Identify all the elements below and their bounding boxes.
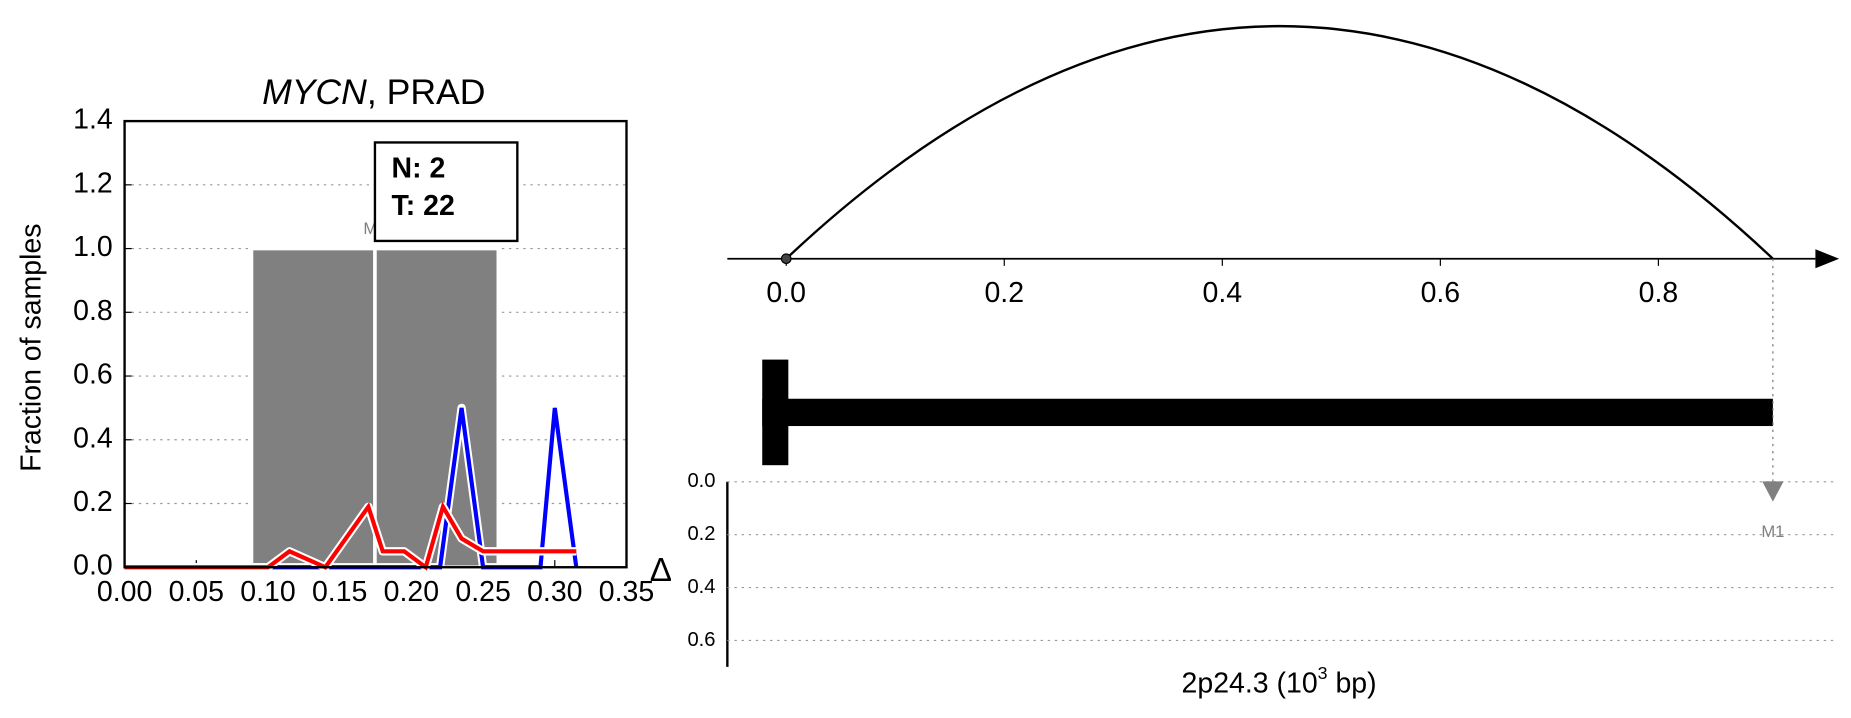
y-tick-label: 0.6 [687,629,715,651]
x-label-part: bp) [1328,667,1377,699]
y-tick-label: 0.6 [73,359,113,391]
x-tick-label: 0.05 [169,576,224,608]
delta-label: Δ [650,552,672,589]
mutation-marker [1762,481,1784,502]
y-tick-label: 0.2 [687,523,715,545]
arc-panel: 0.0 0.2 0.4 0.6 0.8 Δ 0.0 0.2 0.4 0.6 M1 2p24.3 (10… [650,24,1840,699]
annotation: N: 2 [392,152,446,184]
plot-frame [123,119,628,569]
annotation: T: 22 [392,190,455,222]
y-tick-label: 0.2 [73,486,113,518]
y-tick-label: 0.4 [687,576,715,598]
mutation-label: M1 [1761,522,1784,541]
x-tick-label: 0.2 [984,277,1024,309]
x-tick-label: 0.35 [599,576,654,608]
arc-node [780,253,792,265]
x-tick-label: 0.15 [312,576,367,608]
x-tick-label: 0.4 [1203,277,1243,309]
x-tick-label: 0.20 [384,576,439,608]
x-tick-label: 0.25 [455,576,510,608]
x-tick-label: 0.0 [766,277,806,309]
title-gene: MYCN [262,72,367,112]
histogram-panel: 0.0 0.2 0.4 0.6 0.8 1.0 1.2 1.4 0.00 0.05 0.10 0.15… [73,104,654,608]
gene-body [762,398,1773,427]
x-tick-label: 0.8 [1639,277,1679,309]
title-rest: , PRAD [367,72,486,112]
x-axis-label: 2p24.3 (103 bp) [1182,663,1377,699]
y-tick-label: 1.0 [73,231,113,263]
x-tick-label: 0.00 [97,576,152,608]
x-tick-label: 0.6 [1421,277,1461,309]
arc [785,24,1774,260]
x-label-exponent: 3 [1318,663,1328,683]
axis-arrow [1815,249,1840,269]
y-tick-label: 1.4 [73,104,113,136]
gene-start [762,359,789,466]
y-tick-label: 1.2 [73,167,113,199]
line [124,501,577,571]
y-tick-label: 0.8 [73,295,113,327]
x-label-part: 2p24.3 (10 [1182,667,1318,699]
y-tick-label: 0.0 [687,470,715,492]
chart-title: MYCN, PRAD [262,72,485,112]
histogram-bar [249,246,377,570]
y-axis-label: Fraction of samples [16,224,48,472]
y-tick-label: 0.0 [73,550,113,582]
annotation-box [373,141,519,243]
y-tick-label: 0.4 [73,422,113,454]
x-tick-label: 0.10 [240,576,295,608]
x-tick-label: 0.30 [527,576,582,608]
